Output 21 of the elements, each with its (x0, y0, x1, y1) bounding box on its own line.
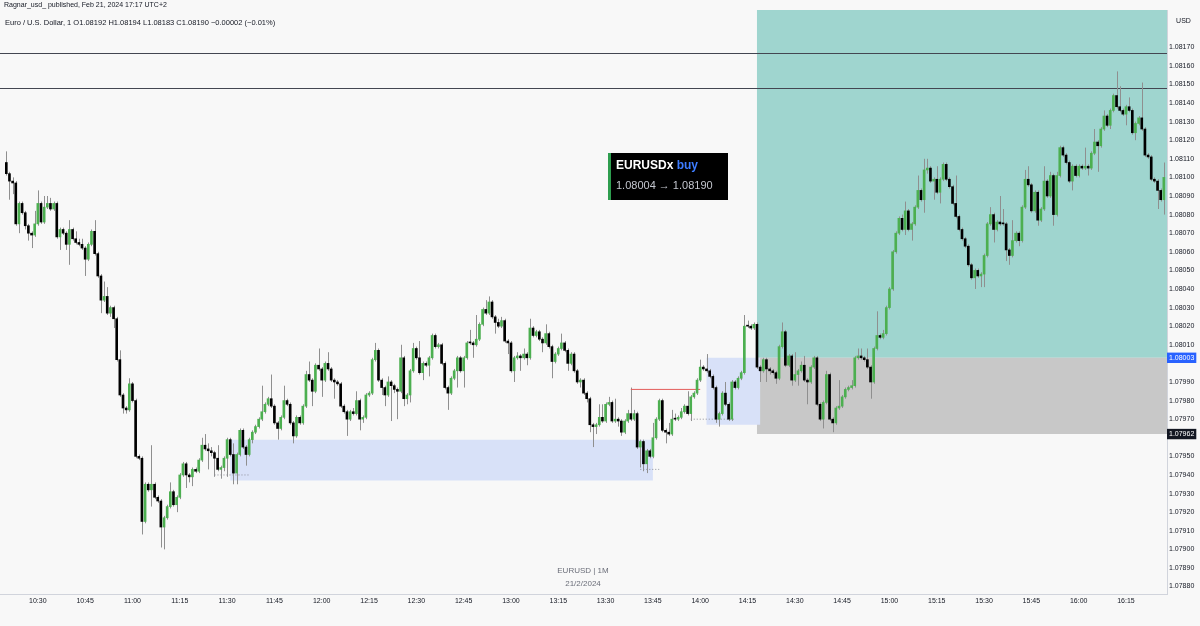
candlestick (64, 230, 68, 251)
candlestick (907, 208, 910, 232)
candlestick (601, 403, 604, 424)
note-box: EURUSDx buy 1.08004 → 1.08190 (608, 153, 728, 200)
candlestick (1033, 189, 1036, 214)
annotation: EURUSDx buy (616, 158, 699, 172)
candlestick (1115, 70, 1118, 110)
candlestick (421, 361, 424, 381)
candlestick (396, 387, 399, 420)
candlestick (604, 401, 607, 424)
candlestick (1071, 163, 1074, 191)
annotation: 1.08004 → 1.08190 (616, 179, 713, 191)
annotation: EURUSD | 1M (557, 566, 609, 575)
annotation: 21/2/2024 (565, 579, 601, 588)
candlestick (1096, 139, 1099, 173)
candlestick (1048, 171, 1052, 199)
candlestick (295, 414, 298, 439)
candlestick (68, 219, 71, 266)
candlestick (973, 268, 976, 290)
candlestick (1134, 121, 1137, 141)
candlestick (793, 351, 797, 383)
